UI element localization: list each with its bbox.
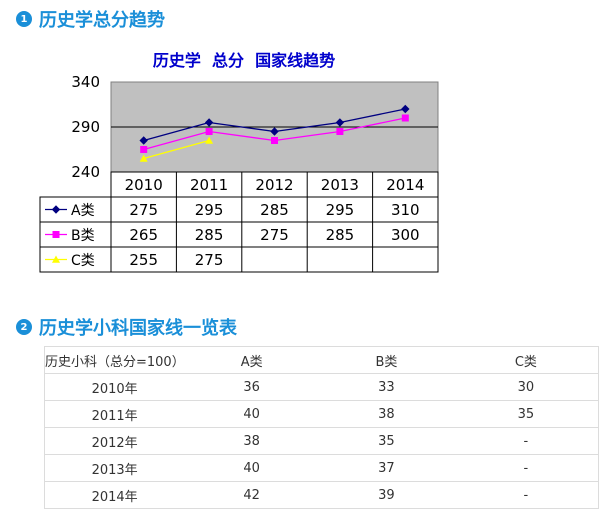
table-header-a: A类 <box>184 346 320 374</box>
table-cell-year: 2013年 <box>44 454 185 482</box>
data-point-2 <box>401 114 409 122</box>
data-point-1 <box>270 127 279 136</box>
table-cell-c: 35 <box>453 400 599 428</box>
table-cell-year: 2010年 <box>44 373 185 401</box>
table-value-label: 310 <box>391 201 420 219</box>
section-2-title: 历史学小科国家线一览表 <box>39 318 237 339</box>
table-value-label: 255 <box>129 251 158 269</box>
y-tick-label: 290 <box>71 118 100 136</box>
table-cell-a: 40 <box>184 454 320 482</box>
data-point-2 <box>205 128 213 135</box>
data-point-2 <box>271 137 278 144</box>
series-line-3 <box>143 139 210 160</box>
table-value-label: 275 <box>195 251 224 269</box>
table-cell-a: 38 <box>184 427 320 455</box>
legend-marker-2 <box>52 231 60 238</box>
section-1-title: 历史学总分趋势 <box>39 10 165 31</box>
number-1-badge: 1 <box>16 11 32 27</box>
x-category-label: 2012 <box>255 176 293 194</box>
table-row: 2012年 38 35 - <box>44 427 599 455</box>
legend-label: B类 <box>71 228 95 244</box>
table-cell-b: 39 <box>319 481 454 509</box>
table-cell-year: 2011年 <box>44 400 185 428</box>
table-cell-c: - <box>453 427 599 455</box>
table-cell-c: - <box>453 481 599 509</box>
table-value-label: 275 <box>129 201 158 219</box>
table-cell-b: 37 <box>319 454 454 482</box>
table-value-label: 300 <box>391 226 420 244</box>
section-1-heading: 1 历史学总分趋势 <box>16 6 165 32</box>
data-point-1 <box>401 104 410 114</box>
table-value-label: 275 <box>260 226 289 244</box>
data-point-3 <box>139 154 148 162</box>
table-cell-a: 42 <box>184 481 320 509</box>
x-category-label: 2013 <box>321 176 359 194</box>
legend-label: C类 <box>71 253 95 269</box>
legend-marker-1 <box>51 205 61 214</box>
x-category-label: 2010 <box>125 176 163 194</box>
table-header-b: B类 <box>319 346 454 374</box>
subject-score-table: 历史小科（总分=100） A类 B类 C类 2010年 36 33 30 201… <box>44 346 599 509</box>
number-2-badge: 2 <box>16 319 32 335</box>
table-cell-year: 2012年 <box>44 427 185 455</box>
table-body-frame <box>39 196 439 273</box>
table-value-label: 265 <box>129 226 158 244</box>
table-cell-year: 2014年 <box>44 481 185 509</box>
table-header-c: C类 <box>453 346 599 374</box>
table-row: 2013年 40 37 - <box>44 454 599 482</box>
x-category-label: 2011 <box>190 176 228 194</box>
table-header-row: 历史小科（总分=100） A类 B类 C类 <box>44 346 599 374</box>
table-value-label: 295 <box>195 201 224 219</box>
y-tick-label: 340 <box>71 73 100 91</box>
data-point-1 <box>204 118 214 127</box>
table-cell-c: 30 <box>453 373 599 401</box>
data-point-3 <box>205 136 214 144</box>
chart-title: 历史学 总分 国家线趋势 <box>153 51 335 70</box>
table-value-label: 295 <box>326 201 355 219</box>
data-point-2 <box>140 146 148 153</box>
data-point-1 <box>335 118 345 127</box>
legend-label: A类 <box>71 203 95 219</box>
legend-marker-3 <box>52 255 60 263</box>
table-header-subject: 历史小科（总分=100） <box>44 346 185 374</box>
table-value-label: 285 <box>195 226 224 244</box>
table-row: 2014年 42 39 - <box>44 481 599 509</box>
table-value-label: 285 <box>260 201 289 219</box>
table-row: 2010年 36 33 30 <box>44 373 599 401</box>
chart-svg: 历史学 总分 国家线趋势 340 290 240 2010 2011 2012 2013 201… <box>39 51 439 273</box>
x-category-label: 2014 <box>386 176 424 194</box>
table-value-label: 285 <box>326 226 355 244</box>
y-tick-label: 240 <box>71 163 100 181</box>
table-cell-a: 40 <box>184 400 320 428</box>
table-cell-b: 35 <box>319 427 454 455</box>
data-point-1 <box>139 136 148 145</box>
table-cell-a: 36 <box>184 373 320 401</box>
total-score-trend-chart: 历史学 总分 国家线趋势 340 290 240 2010 2011 2012 2013 201… <box>0 40 460 280</box>
table-row: 2011年 40 38 35 <box>44 400 599 428</box>
data-point-2 <box>336 128 344 135</box>
table-cell-c: - <box>453 454 599 482</box>
section-2-heading: 2 历史学小科国家线一览表 <box>16 314 237 340</box>
table-cell-b: 33 <box>319 373 454 401</box>
table-cell-b: 38 <box>319 400 454 428</box>
